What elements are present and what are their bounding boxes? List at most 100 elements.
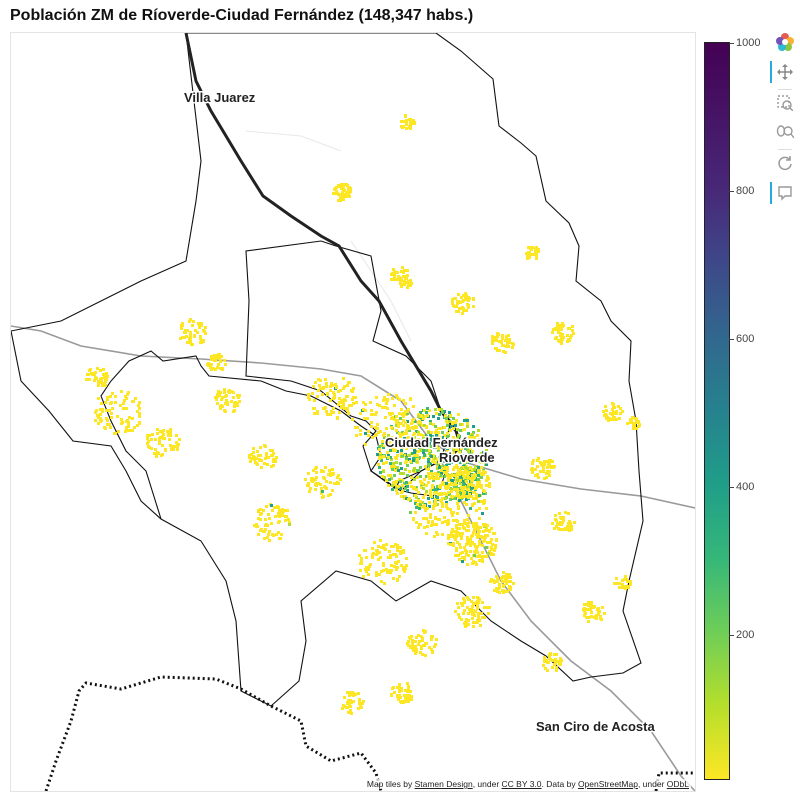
population-cell [269,449,272,452]
population-cell [392,686,395,689]
odbl-link[interactable]: ODbL [666,779,689,789]
population-cell [421,424,424,427]
population-cell [249,460,252,463]
population-cell [539,470,542,473]
population-cell [381,475,384,478]
population-cell [106,423,109,426]
population-cell [406,489,409,492]
population-cell [428,452,431,455]
population-cell [395,568,398,571]
population-cell [108,409,111,412]
population-cell [384,406,387,409]
population-cell [394,543,397,546]
population-cell [162,433,165,436]
population-cell [424,642,427,645]
population-cell [434,445,437,448]
population-cell [461,443,464,446]
population-cell [502,589,505,592]
osm-link[interactable]: OpenStreetMap [577,779,638,789]
box-zoom-tool-icon[interactable] [770,91,800,115]
population-cell [470,535,473,538]
population-cell [404,421,407,424]
population-cell [623,585,626,588]
population-cell [461,480,464,483]
population-cell [441,533,444,536]
population-cell [618,417,621,420]
population-cell [429,492,432,495]
population-cell [472,609,475,612]
population-cell [387,456,390,459]
population-cell [463,558,466,561]
population-cell [450,453,453,456]
population-cell [393,273,396,276]
population-cell [306,484,309,487]
population-cell [340,401,343,404]
population-cell [462,299,465,302]
population-cell [432,423,435,426]
population-cell [505,335,508,338]
cc-by-link[interactable]: CC BY 3.0 [501,779,542,789]
population-cell [468,470,471,473]
population-cell [472,305,475,308]
population-cell [313,399,316,402]
population-cell [455,519,458,522]
population-cell [466,471,469,474]
reset-tool-icon[interactable] [770,151,800,175]
population-cell [452,535,455,538]
pan-tool-icon[interactable] [770,60,800,84]
population-cell [603,612,606,615]
wheel-zoom-tool-icon[interactable] [770,121,800,145]
population-cell [360,560,363,563]
bokeh-logo-icon[interactable] [770,30,800,54]
population-cell [422,449,425,452]
population-cell [509,580,512,583]
population-cell [386,407,389,410]
population-cell [435,531,438,534]
population-cell [602,410,605,413]
population-cell [455,457,458,460]
population-cell [214,354,217,357]
population-cell [416,458,419,461]
population-cell [450,425,453,428]
population-cell [462,597,465,600]
population-cell [432,488,435,491]
hover-tool-icon[interactable] [770,181,800,205]
population-cell [288,523,291,526]
population-cell [400,120,403,123]
population-cell [362,700,365,703]
population-cell [379,471,382,474]
population-cell [332,411,335,414]
population-cell [419,421,422,424]
population-cell [619,407,622,410]
population-cell [417,634,420,637]
stamen-link[interactable]: Stamen Design [414,779,473,789]
population-cell [271,449,274,452]
population-cell [405,277,408,280]
population-cell [467,296,470,299]
population-cell [413,449,416,452]
population-cell [402,419,405,422]
population-cell [414,494,417,497]
map-canvas[interactable]: Villa Juarez Ciudad Fernández Rioverde S… [10,32,696,792]
population-cell [359,429,362,432]
population-cell [333,482,336,485]
population-cell [457,293,460,296]
population-cell [465,618,468,621]
population-cell [188,341,191,344]
population-cell [532,459,535,462]
population-cell [445,505,448,508]
population-cell [465,294,468,297]
population-cell [287,518,290,521]
population-cell [329,385,332,388]
population-cell [531,246,534,249]
population-cell [553,663,556,666]
population-cell [429,434,432,437]
population-cell [549,658,552,661]
population-cell [476,607,479,610]
population-cell [390,273,393,276]
population-cell [147,445,150,448]
population-cell [483,606,486,609]
population-cell [422,644,425,647]
population-cell [534,474,537,477]
population-cell [570,528,573,531]
